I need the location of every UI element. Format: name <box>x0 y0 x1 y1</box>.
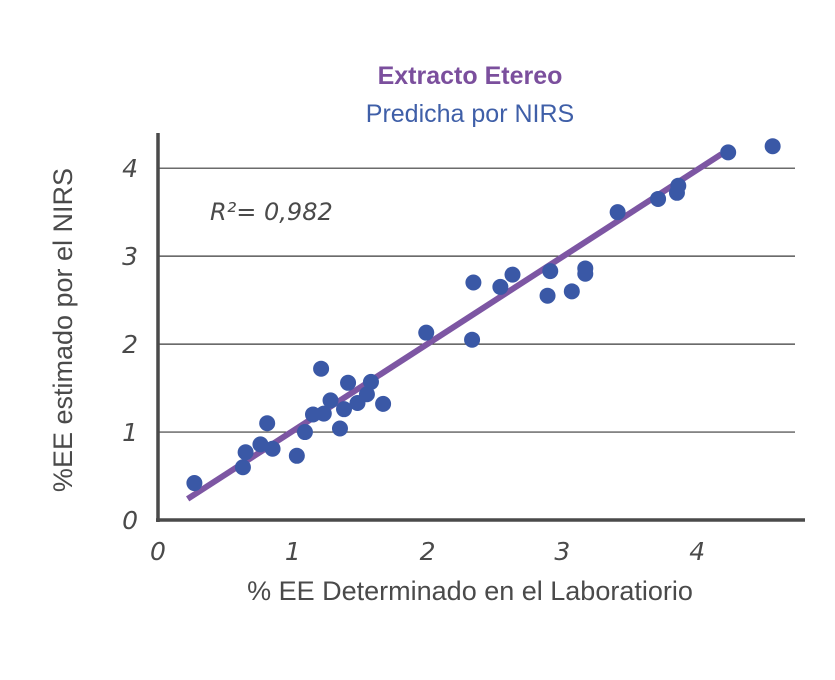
y-tick-label-1: 1 <box>122 418 138 447</box>
data-point-23 <box>492 278 509 295</box>
data-point-27 <box>563 283 580 300</box>
trendline <box>186 151 724 502</box>
y-tick-label-3: 3 <box>122 242 138 271</box>
y-tick-label-0: 0 <box>122 506 138 535</box>
data-point-35 <box>764 138 781 155</box>
x-tick-label-3: 3 <box>554 537 570 566</box>
x-tick-label-4: 4 <box>689 537 705 566</box>
data-point-17 <box>358 386 375 403</box>
data-point-10 <box>313 360 330 377</box>
data-point-21 <box>464 331 481 348</box>
data-point-29 <box>577 260 594 277</box>
data-point-33 <box>670 177 687 194</box>
tick-labels: 0 1 2 3 4 0 1 2 3 4 <box>122 154 705 566</box>
data-point-12 <box>322 392 339 409</box>
chart-title: Extracto Etereo <box>378 62 563 90</box>
data-point-34 <box>720 144 737 161</box>
data-points <box>186 138 781 492</box>
chart-subtitle: Predicha por NIRS <box>366 100 574 128</box>
data-point-20 <box>418 324 435 341</box>
data-point-18 <box>362 373 379 390</box>
data-point-8 <box>296 424 313 441</box>
y-tick-label-2: 2 <box>122 330 138 359</box>
grid-lines <box>158 167 795 433</box>
data-point-24 <box>504 266 521 283</box>
data-point-4 <box>252 436 269 453</box>
data-point-22 <box>465 274 482 291</box>
trendline-group <box>186 151 724 502</box>
y-tick-label-4: 4 <box>122 154 138 183</box>
data-point-3 <box>237 444 254 461</box>
data-point-7 <box>288 447 305 464</box>
data-point-2 <box>234 459 251 476</box>
data-point-1 <box>186 475 203 492</box>
data-point-14 <box>336 401 353 418</box>
data-point-26 <box>542 263 559 280</box>
data-point-6 <box>264 440 281 457</box>
data-point-15 <box>340 374 357 391</box>
r-squared-annotation: R²= 0,982 <box>210 198 333 226</box>
data-point-19 <box>375 395 392 412</box>
data-point-30 <box>609 204 626 221</box>
x-tick-label-0: 0 <box>150 537 166 566</box>
y-axis-label: %EE estimado por el NIRS <box>48 168 78 492</box>
x-axis-label: % EE Determinado en el Laboratiorio <box>247 576 693 606</box>
data-point-13 <box>331 420 348 437</box>
data-point-11 <box>315 405 332 422</box>
axes <box>156 133 805 522</box>
x-tick-label-1: 1 <box>285 537 301 566</box>
data-point-5 <box>259 415 276 432</box>
data-point-31 <box>650 190 667 207</box>
x-tick-label-2: 2 <box>420 537 436 566</box>
data-point-25 <box>539 287 556 304</box>
